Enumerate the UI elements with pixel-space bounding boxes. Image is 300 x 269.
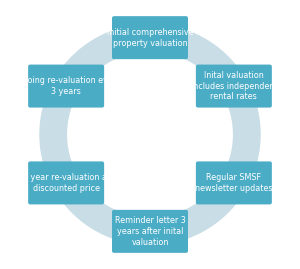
- Text: Inital valuation
includes independent
rental rates: Inital valuation includes independent re…: [190, 71, 277, 101]
- Text: Regular SMSF
newsletter updates: Regular SMSF newsletter updates: [195, 173, 273, 193]
- Text: Initial comprehensive
property valuation: Initial comprehensive property valuation: [107, 28, 193, 48]
- FancyBboxPatch shape: [112, 210, 188, 253]
- FancyBboxPatch shape: [196, 65, 272, 108]
- FancyBboxPatch shape: [28, 161, 104, 204]
- FancyBboxPatch shape: [28, 65, 104, 108]
- FancyBboxPatch shape: [196, 161, 272, 204]
- Text: 3 year re-valuation at
discounted price: 3 year re-valuation at discounted price: [22, 173, 110, 193]
- Text: Reminder letter 3
years after inital
valuation: Reminder letter 3 years after inital val…: [115, 216, 185, 247]
- Text: Ongoing re-valuation every
3 years: Ongoing re-valuation every 3 years: [11, 76, 121, 96]
- FancyBboxPatch shape: [112, 16, 188, 59]
